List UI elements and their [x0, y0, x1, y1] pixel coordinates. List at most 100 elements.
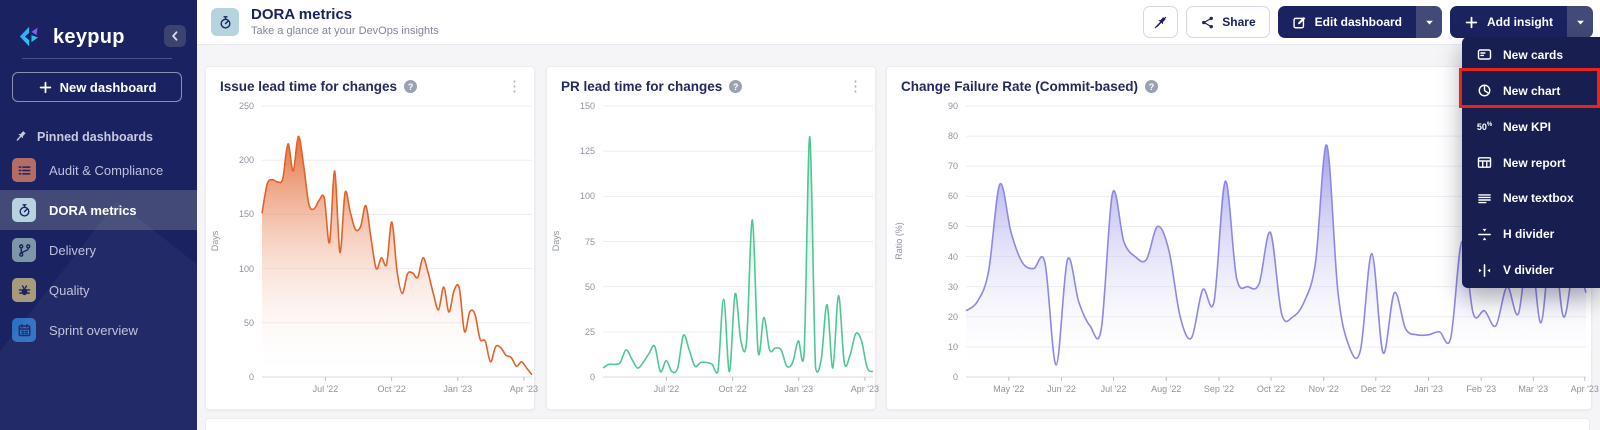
y-tick-label: 50 — [243, 317, 254, 328]
sidebar-item-audit-compliance[interactable]: Audit & Compliance — [0, 150, 197, 190]
y-tick-label: 60 — [947, 191, 958, 202]
menu-item-new-cards[interactable]: New cards — [1462, 37, 1600, 73]
y-tick-label: 20 — [947, 311, 958, 322]
pinned-dashboards-label: Pinned dashboards — [37, 129, 153, 144]
y-tick-label: 0 — [248, 372, 254, 382]
share-button[interactable]: Share — [1186, 6, 1270, 38]
gauge-icon — [218, 15, 233, 30]
x-tick-label: Jul '22 — [653, 384, 680, 394]
x-tick-label: Jun '22 — [1047, 384, 1076, 394]
unpin-button[interactable] — [1143, 6, 1179, 38]
brand-name: keypup — [53, 25, 125, 48]
menu-item-new-report[interactable]: New report — [1462, 145, 1600, 181]
add-insight-dropdown-menu: New cards New chart 50% New KPI New report Ne… — [1462, 37, 1600, 288]
y-tick-label: 100 — [579, 191, 595, 202]
x-tick-label: Apr '23 — [850, 384, 880, 394]
sidebar-menu: Audit & Compliance DORA metrics Delivery Qu… — [0, 150, 197, 350]
sidebar-item-quality[interactable]: Quality — [0, 270, 197, 310]
menu-item-label: New KPI — [1503, 119, 1552, 134]
new-dashboard-button[interactable]: New dashboard — [12, 72, 182, 102]
sidebar-divider — [22, 58, 172, 59]
caret-down-icon — [1425, 18, 1434, 27]
edit-dashboard-split-button: Edit dashboard — [1277, 6, 1442, 38]
y-tick-label: 150 — [579, 101, 595, 111]
help-icon[interactable]: ? — [404, 80, 418, 93]
share-icon — [1200, 15, 1215, 30]
chevron-left-icon — [169, 30, 181, 42]
sidebar-item-label: Quality — [49, 282, 90, 298]
calendar-icon — [12, 318, 36, 342]
menu-item-label: New chart — [1503, 83, 1561, 98]
y-tick-label: 30 — [947, 281, 958, 292]
y-tick-label: 50 — [584, 281, 595, 292]
pinned-dashboards-header: Pinned dashboards — [13, 129, 153, 144]
unpin-icon — [1153, 15, 1168, 30]
y-tick-label: 0 — [589, 372, 595, 382]
header-actions: Share Edit dashboard Add insight — [1143, 6, 1593, 38]
card-title: Change Failure Rate (Commit-based) — [901, 79, 1139, 94]
menu-item-new-textbox[interactable]: New textbox — [1462, 180, 1600, 216]
card-issue-lead-time: Issue lead time for changes ? ⋮ Days 0 50 1… — [205, 66, 539, 410]
y-tick-label: 150 — [238, 209, 254, 220]
x-tick-label: Sep '22 — [1203, 384, 1235, 394]
add-insight-button[interactable]: Add insight — [1450, 6, 1567, 38]
y-tick-label: 90 — [947, 101, 958, 111]
x-tick-label: Jul '22 — [1100, 384, 1127, 394]
new-dashboard-label: New dashboard — [59, 79, 157, 95]
menu-item-label: New textbox — [1503, 191, 1574, 206]
menu-item-v-divider[interactable]: V divider — [1462, 252, 1600, 288]
x-tick-label: Oct '22 — [1256, 384, 1286, 394]
x-tick-label: Apr '23 — [509, 384, 539, 394]
y-axis-label: Days — [551, 230, 561, 251]
x-tick-label: Aug '22 — [1151, 384, 1182, 394]
checklist-icon — [12, 158, 36, 182]
x-tick-label: May '22 — [993, 384, 1025, 394]
edit-dashboard-caret-button[interactable] — [1416, 6, 1442, 38]
page-title: DORA metrics — [251, 6, 353, 23]
y-tick-label: 250 — [238, 101, 254, 111]
sidebar-item-delivery[interactable]: Delivery — [0, 230, 197, 270]
sidebar-collapse-button[interactable] — [164, 25, 186, 47]
menu-item-new-kpi[interactable]: 50% New KPI — [1462, 109, 1600, 145]
menu-item-new-chart[interactable]: New chart — [1462, 73, 1600, 109]
add-insight-split-button: Add insight — [1450, 6, 1593, 38]
v-divider-icon — [1476, 263, 1493, 278]
dashboard-icon-tile — [211, 8, 239, 36]
x-tick-label: Apr '23 — [1570, 384, 1599, 394]
x-tick-label: Nov '22 — [1308, 384, 1339, 394]
y-tick-label: 200 — [238, 155, 254, 166]
textbox-icon — [1476, 191, 1493, 206]
x-tick-label: Jan '23 — [1414, 384, 1443, 394]
help-icon[interactable]: ? — [729, 80, 743, 93]
page-subtitle: Take a glance at your DevOps insights — [251, 25, 439, 37]
y-axis-label: Days — [210, 230, 220, 251]
sidebar-item-sprint-overview[interactable]: Sprint overview — [0, 310, 197, 350]
h-divider-icon — [1476, 227, 1493, 242]
sidebar-item-label: Sprint overview — [49, 322, 138, 338]
kpi-icon: 50% — [1476, 121, 1493, 132]
next-row-card — [205, 418, 1590, 430]
y-tick-label: 70 — [947, 161, 958, 172]
edit-dashboard-button[interactable]: Edit dashboard — [1277, 6, 1416, 38]
kebab-menu-icon[interactable]: ⋮ — [848, 78, 863, 95]
y-tick-label: 25 — [584, 326, 595, 337]
x-tick-label: Dec '22 — [1360, 384, 1391, 394]
caret-down-icon — [1576, 18, 1585, 27]
y-tick-label: 75 — [584, 236, 595, 247]
y-tick-label: 0 — [952, 372, 958, 382]
add-insight-caret-button[interactable] — [1567, 6, 1593, 38]
x-tick-label: Oct '22 — [718, 384, 747, 394]
y-tick-label: 80 — [947, 131, 958, 142]
bug-icon — [12, 278, 36, 302]
y-tick-label: 100 — [238, 263, 254, 274]
kebab-menu-icon[interactable]: ⋮ — [507, 78, 522, 95]
add-insight-label: Add insight — [1487, 15, 1553, 29]
y-tick-label: 40 — [947, 251, 958, 262]
y-tick-label: 125 — [579, 146, 595, 157]
chart-plot-area — [261, 105, 533, 381]
x-tick-label: Feb '23 — [1466, 384, 1497, 394]
chart-plot-area — [602, 105, 874, 381]
menu-item-h-divider[interactable]: H divider — [1462, 216, 1600, 252]
sidebar-item-dora-metrics[interactable]: DORA metrics — [0, 190, 197, 230]
help-icon[interactable]: ? — [1145, 80, 1159, 93]
